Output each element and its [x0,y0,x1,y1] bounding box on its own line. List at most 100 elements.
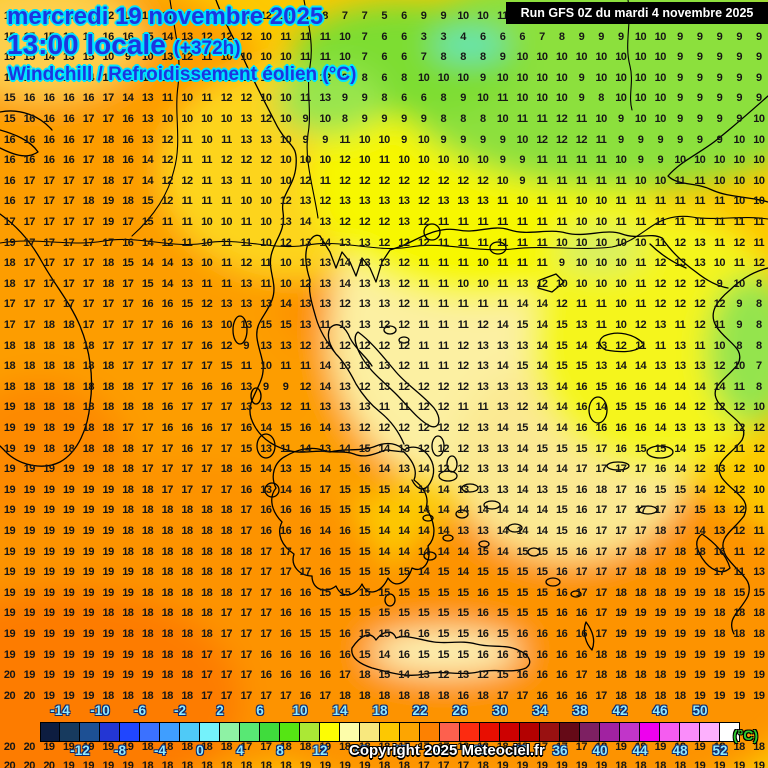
grid-value: 14 [319,525,331,537]
grid-value: 14 [674,380,686,393]
grid-value: 10 [615,92,627,105]
grid-value: 17 [141,463,154,476]
grid-value: 13 [713,422,726,434]
grid-value: 10 [437,71,450,84]
grid-value: 12 [694,298,706,311]
grid-value: 13 [358,195,371,208]
grid-value: 18 [753,607,765,620]
grid-value: 10 [615,154,627,167]
grid-value: 16 [299,483,312,496]
grid-value: 9 [736,298,742,311]
grid-value: 17 [319,483,331,496]
grid-value: 19 [23,525,36,537]
grid-value: 18 [634,545,647,558]
grid-value: 17 [240,586,253,599]
grid-value: 18 [457,741,469,753]
grid-value: 12 [417,401,430,414]
grid-value: 15 [319,586,331,599]
grid-value: 19 [694,607,706,620]
grid-value: 11 [516,113,528,125]
grid-value: 11 [418,257,429,270]
grid-value: 9 [125,51,131,64]
grid-value: 12 [398,422,410,434]
grid-value: 16 [279,648,292,661]
grid-value: 18 [634,669,647,682]
grid-value: 14 [674,463,686,476]
grid-value: 18 [713,741,726,753]
grid-value: 12 [240,92,253,105]
scale-tick-label: 38 [572,703,588,718]
grid-value: 15 [141,277,154,290]
grid-value: 15 [378,566,391,579]
grid-value: 12 [220,339,233,352]
grid-value: 14 [141,174,154,187]
grid-value: 14 [279,298,292,311]
grid-value: 19 [733,760,746,768]
grid-value: 17 [240,669,253,682]
grid-value: 19 [43,483,55,496]
grid-value: 18 [82,422,95,434]
grid-value: 9 [677,113,683,125]
grid-value: 11 [733,545,745,558]
grid-value: 19 [694,669,706,682]
grid-value: 18 [102,154,114,167]
grid-value: 12 [753,545,765,558]
grid-value: 15 [575,360,588,373]
grid-value: 18 [181,628,193,640]
grid-value: 13 [536,483,548,496]
grid-value: 12 [457,339,469,352]
grid-value: 13 [378,380,391,393]
grid-value: 12 [339,339,351,352]
coast-marmara [667,95,768,203]
grid-value: 18 [122,525,134,537]
grid-value: 19 [674,741,686,753]
grid-value: 19 [82,525,95,537]
grid-value: 11 [201,154,213,167]
grid-value: 10 [575,51,588,64]
grid-value: 19 [575,760,588,768]
grid-value: 11 [418,277,429,290]
scale-tick-label: 50 [692,703,708,718]
grid-value: 15 [615,401,627,414]
grid-value: 12 [398,257,410,270]
grid-value: 19 [3,607,16,620]
grid-value: 14 [536,360,548,373]
grid-value: 15 [339,545,351,558]
grid-value: 18 [141,504,154,517]
grid-value: 18 [201,525,213,537]
scale-tick-label: 34 [532,703,548,718]
grid-value: 10 [220,51,233,64]
grid-value: 14 [516,504,529,517]
grid-value: 16 [556,669,568,682]
grid-value: 11 [674,319,686,331]
grid-value: 10 [437,154,450,167]
grid-value: 18 [141,689,154,702]
island-crete [351,631,531,676]
grid-value: 10 [417,71,430,84]
grid-value: 11 [299,92,311,105]
grid-value: 20 [23,760,36,768]
grid-value: 11 [497,195,508,208]
grid-value: 13 [358,360,371,373]
grid-value: 18 [220,525,233,537]
scale-tick-label: 24 [432,743,448,758]
grid-value: 17 [82,277,95,290]
grid-value: 17 [181,463,193,476]
grid-value: 18 [63,339,75,352]
grid-value: 14 [477,504,489,517]
grid-value: 13 [477,339,489,352]
grid-value: 18 [378,689,391,702]
grid-value: 18 [141,545,154,558]
grid-value: 13 [477,422,489,434]
grid-value: 8 [460,113,466,125]
scale-cell [140,722,160,742]
grid-value: 18 [181,669,193,682]
grid-value: 17 [63,257,75,270]
grid-value: 16 [319,669,331,682]
grid-value: 17 [43,195,55,208]
grid-value: 10 [536,51,548,64]
grid-value: 11 [398,401,410,414]
grid-value: 13 [319,401,331,414]
